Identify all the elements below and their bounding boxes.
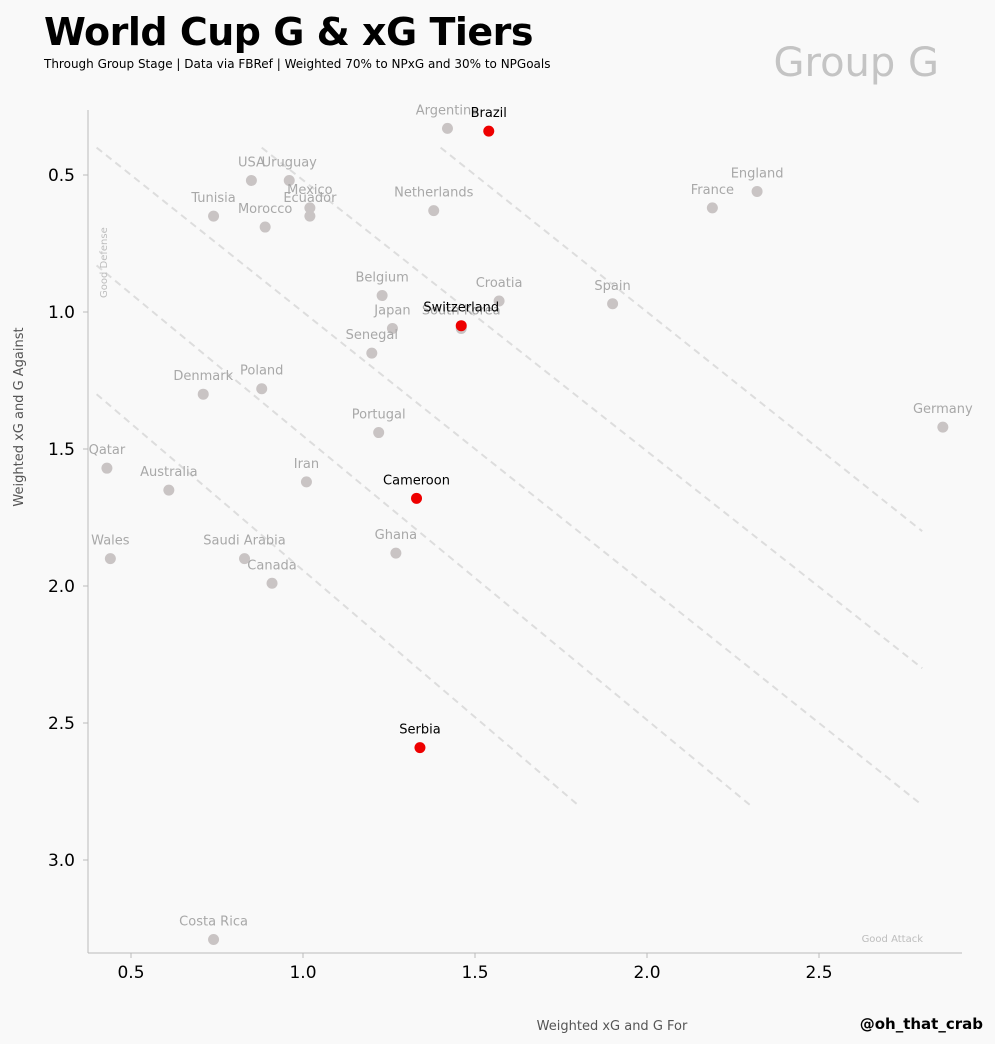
tier-lines — [95, 146, 923, 806]
point-denmark — [197, 388, 209, 400]
label-switzerland: Switzerland — [423, 301, 499, 316]
point-france — [706, 202, 718, 214]
point-poland — [256, 383, 268, 395]
label-spain: Spain — [594, 279, 630, 294]
point-england — [751, 185, 763, 197]
point-qatar — [101, 462, 113, 474]
chart-subtitle: Through Group Stage | Data via FBRef | W… — [44, 57, 551, 71]
author-credit: @oh_that_crab — [859, 1015, 983, 1033]
tier-line-4 — [261, 146, 923, 669]
good-attack-note: Good Attack — [862, 934, 924, 945]
y-axis-title: Weighted xG and G Against — [12, 327, 27, 506]
point-uruguay — [283, 174, 295, 186]
group-label: Group G — [773, 40, 940, 86]
label-croatia: Croatia — [476, 276, 523, 291]
point-morocco — [259, 221, 271, 233]
x-tick-label: 2.0 — [633, 963, 660, 983]
label-mexico: Mexico — [287, 183, 332, 198]
label-belgium: Belgium — [355, 271, 408, 286]
x-tick-label: 1.5 — [461, 963, 488, 983]
label-france: France — [691, 183, 734, 198]
label-usa: USA — [238, 155, 265, 170]
label-germany: Germany — [913, 402, 973, 417]
label-south-korea: South Korea — [422, 303, 501, 318]
point-croatia — [493, 295, 505, 307]
x-tick-label: 0.5 — [117, 963, 144, 983]
point-ecuador — [304, 210, 316, 222]
label-wales: Wales — [91, 534, 130, 549]
label-cameroon: Cameroon — [383, 473, 450, 488]
label-poland: Poland — [240, 364, 283, 379]
point-spain — [607, 298, 619, 310]
points-group: Brazil Switzerland Cameroon Serbia — [383, 106, 507, 754]
label-serbia: Serbia — [399, 723, 440, 738]
point-japan — [386, 322, 398, 334]
label-iran: Iran — [294, 457, 319, 472]
point-usa — [245, 174, 257, 186]
label-england: England — [731, 166, 784, 181]
label-ghana: Ghana — [375, 528, 418, 543]
label-costa-rica: Costa Rica — [179, 914, 248, 929]
label-canada: Canada — [247, 558, 296, 573]
point-netherlands — [428, 205, 440, 217]
point-costa-rica — [208, 933, 220, 945]
label-tunisia: Tunisia — [190, 191, 235, 206]
point-germany — [937, 421, 949, 433]
point-mexico — [304, 202, 316, 214]
point-belgium — [376, 290, 388, 302]
point-cameroon — [411, 492, 423, 504]
point-ghana — [390, 547, 402, 559]
label-portugal: Portugal — [352, 408, 406, 423]
x-tick-label: 2.5 — [805, 963, 832, 983]
x-axis-ticks: 0.5 1.0 1.5 2.0 2.5 — [117, 953, 833, 983]
point-wales — [104, 553, 116, 565]
point-switzerland — [455, 320, 467, 332]
chart-title: World Cup G & xG Tiers — [44, 10, 534, 54]
point-australia — [163, 484, 175, 496]
point-argentina — [441, 122, 453, 134]
label-uruguay: Uruguay — [262, 155, 318, 170]
tier-line-3 — [95, 146, 923, 806]
label-senegal: Senegal — [346, 328, 398, 343]
y-tick-label: 1.0 — [48, 303, 75, 323]
label-australia: Australia — [140, 465, 198, 480]
point-portugal — [373, 427, 385, 439]
point-saudi-arabia — [239, 553, 251, 565]
label-netherlands: Netherlands — [394, 186, 473, 201]
label-morocco: Morocco — [238, 202, 292, 217]
tier-line-1 — [95, 393, 579, 806]
point-canada — [266, 577, 278, 589]
y-axis-ticks: 0.5 1.0 1.5 2.0 2.5 3.0 — [48, 166, 88, 871]
tier-line-5 — [439, 146, 923, 532]
good-defense-note: Good Defense — [99, 227, 110, 298]
x-axis-title: Weighted xG and G For — [537, 1019, 688, 1034]
label-japan: Japan — [373, 303, 410, 318]
label-argentina: Argentina — [416, 103, 479, 118]
label-brazil: Brazil — [471, 106, 507, 121]
label-ecuador: Ecuador — [283, 191, 337, 206]
label-denmark: Denmark — [173, 369, 233, 384]
x-tick-label: 1.0 — [289, 963, 316, 983]
y-tick-label: 2.5 — [48, 714, 75, 734]
label-qatar: Qatar — [89, 443, 126, 458]
y-tick-label: 3.0 — [48, 851, 75, 871]
point-tunisia — [208, 210, 220, 222]
y-tick-label: 2.0 — [48, 577, 75, 597]
y-tick-label: 0.5 — [48, 166, 75, 186]
point-senegal — [366, 347, 378, 359]
point-iran — [300, 476, 312, 488]
label-saudi-arabia: Saudi Arabia — [203, 534, 286, 549]
tier-line-2 — [95, 264, 751, 806]
point-serbia — [414, 742, 426, 754]
y-tick-label: 1.5 — [48, 440, 75, 460]
point-brazil — [483, 125, 495, 137]
